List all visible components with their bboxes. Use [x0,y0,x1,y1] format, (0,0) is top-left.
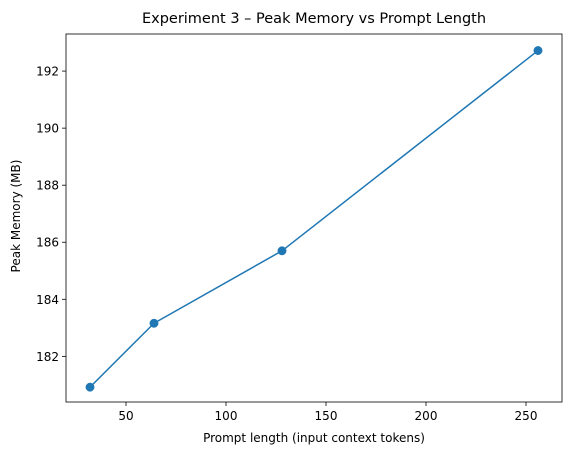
x-tick-label: 50 [118,409,133,423]
x-axis-title: Prompt length (input context tokens) [203,431,425,445]
axes-layer: 50 100 150 200 250 182 184 186 188 190 192 [36,33,563,423]
data-point [149,318,159,328]
data-point [85,382,95,392]
plot-area [66,34,562,402]
y-tick-label: 182 [36,350,59,364]
series-layer [85,46,543,392]
chart-title: Experiment 3 – Peak Memory vs Prompt Len… [142,11,486,27]
y-tick-label: 184 [36,293,59,307]
x-tick-label: 100 [215,409,238,423]
data-point [277,246,287,256]
x-tick-label: 150 [315,409,338,423]
y-tick-label: 186 [36,236,59,250]
x-tick-label: 200 [415,409,438,423]
data-point [533,46,543,55]
plot-background [66,34,562,402]
plot-frame [65,33,563,403]
series-line [88,49,540,389]
y-axis-title: Peak Memory (MB) [9,160,23,273]
y-tick-label: 192 [36,65,59,79]
y-tick-label: 190 [36,122,59,136]
y-tick-label: 188 [36,179,59,193]
x-tick-label: 250 [515,409,538,423]
